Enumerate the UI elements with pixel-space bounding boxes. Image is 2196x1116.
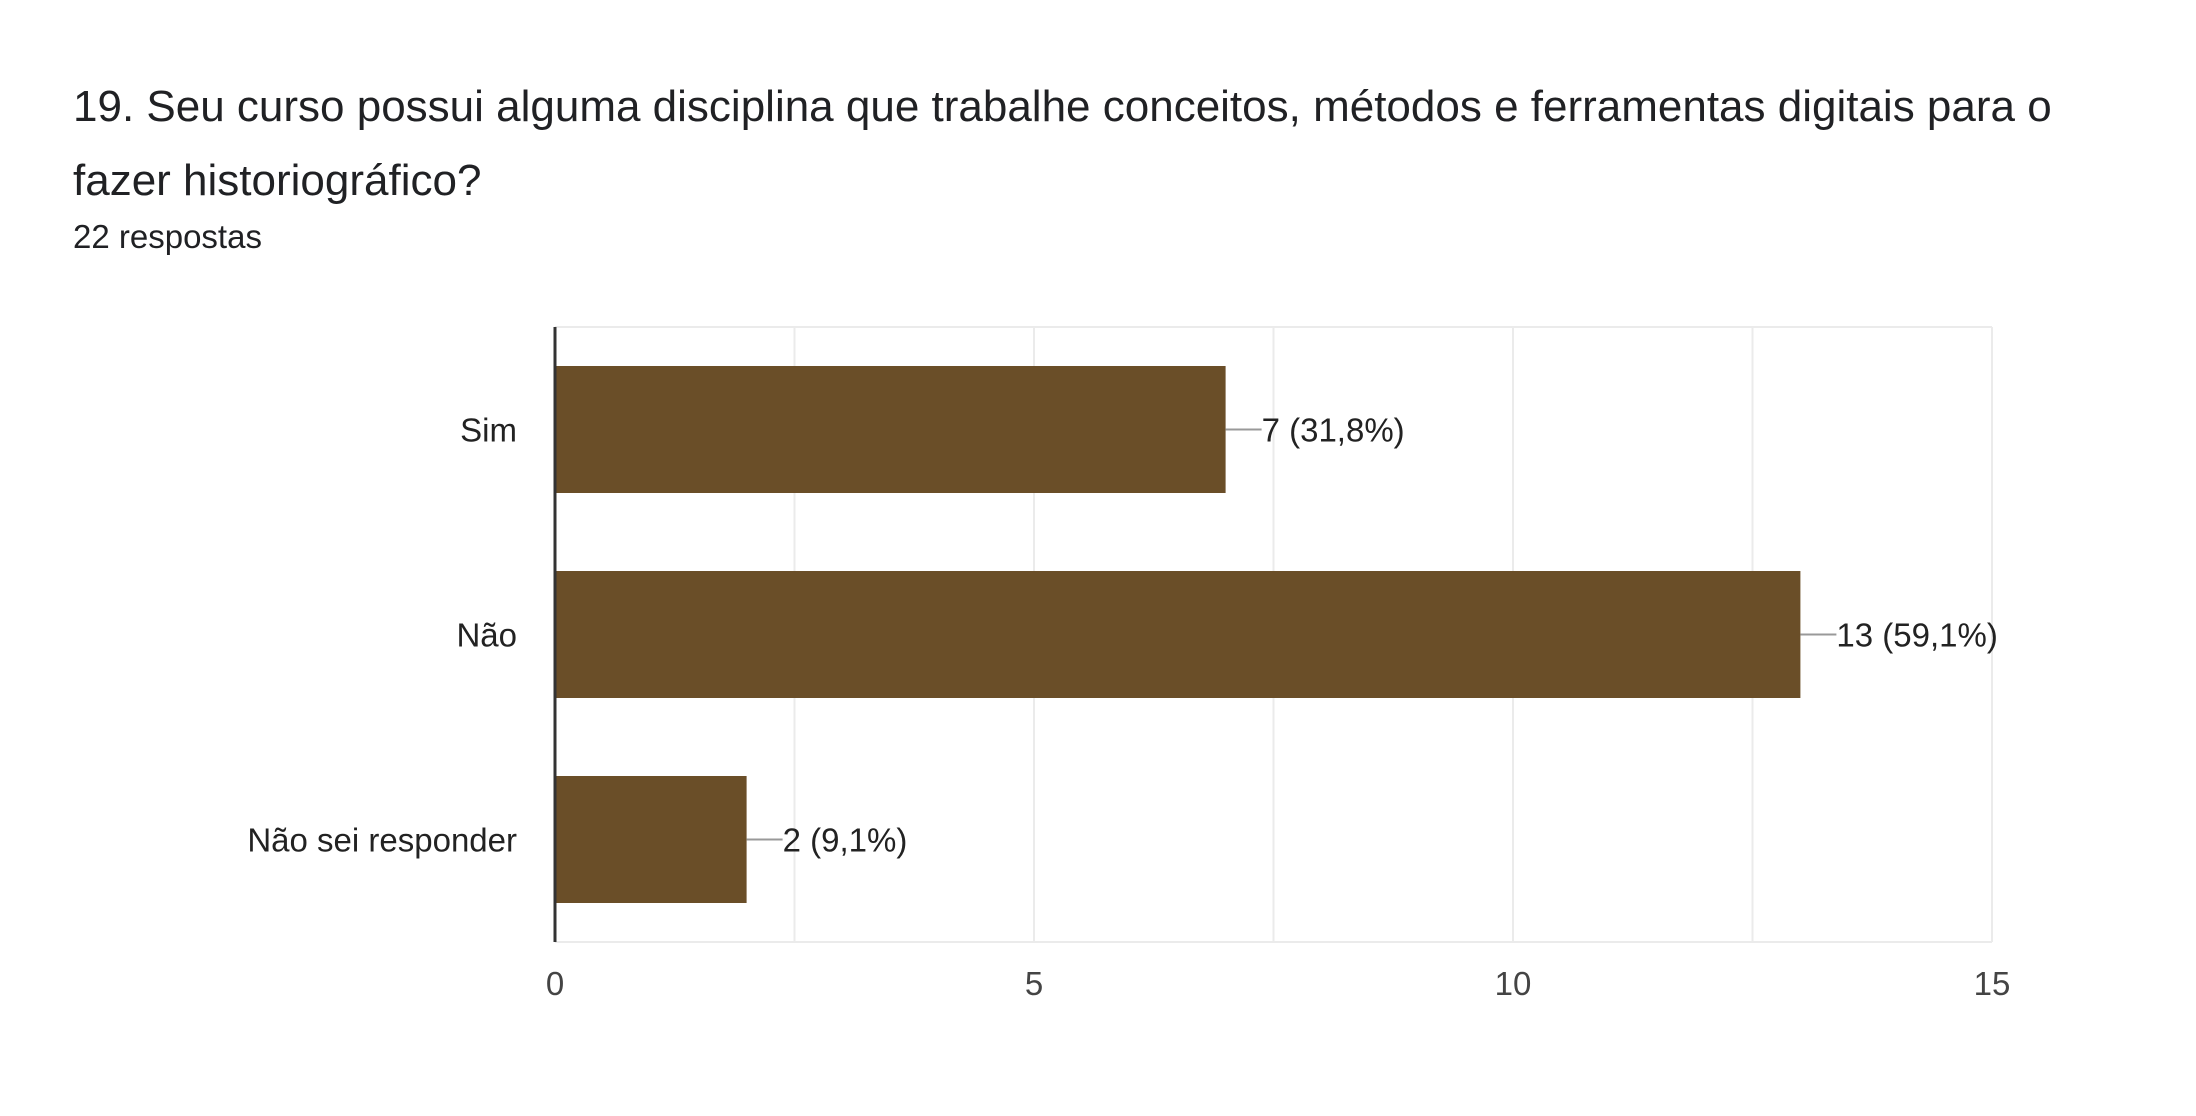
bar <box>555 776 747 903</box>
data-label: 7 (31,8%) <box>1262 412 1405 449</box>
x-tick-label: 10 <box>1495 965 1532 1002</box>
category-label: Não sei responder <box>247 822 517 859</box>
x-tick-label: 5 <box>1025 965 1043 1002</box>
data-label: 13 (59,1%) <box>1836 617 1997 654</box>
x-tick-label: 0 <box>546 965 564 1002</box>
question-title: 19. Seu curso possui alguma disciplina q… <box>73 82 2052 205</box>
bar <box>555 571 1801 698</box>
response-count: 22 respostas <box>73 218 262 255</box>
bar <box>555 366 1226 493</box>
data-label: 2 (9,1%) <box>783 822 908 859</box>
category-label: Sim <box>460 412 517 449</box>
x-tick-label: 15 <box>1974 965 2011 1002</box>
category-label: Não <box>456 617 517 654</box>
